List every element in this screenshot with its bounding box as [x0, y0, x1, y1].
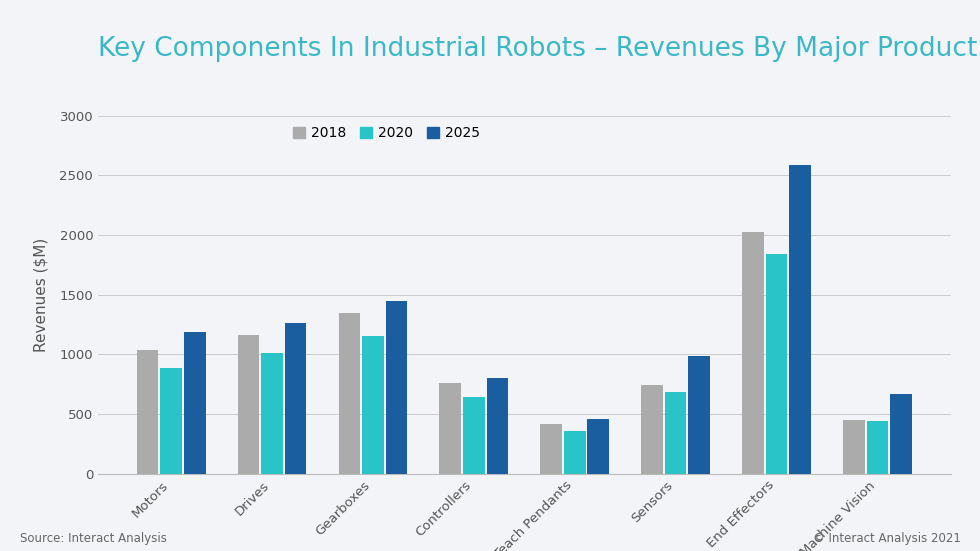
Bar — [486, 379, 509, 474]
Bar — [161, 368, 182, 474]
Bar — [890, 395, 911, 474]
Bar — [742, 231, 763, 474]
Bar — [765, 254, 787, 474]
Bar — [285, 323, 307, 474]
Legend: 2018, 2020, 2025: 2018, 2020, 2025 — [292, 126, 480, 141]
Bar — [137, 350, 159, 474]
Bar — [789, 165, 810, 474]
Bar — [664, 392, 686, 474]
Bar — [439, 383, 462, 474]
Bar — [843, 419, 864, 474]
Text: Key Components In Industrial Robots – Revenues By Major Product: Key Components In Industrial Robots – Re… — [98, 36, 977, 62]
Bar — [338, 313, 361, 474]
Bar — [386, 301, 408, 474]
Bar — [262, 353, 283, 474]
Bar — [238, 335, 260, 474]
Bar — [866, 422, 888, 474]
Y-axis label: Revenues ($M): Revenues ($M) — [33, 237, 48, 352]
Text: © Interact Analysis 2021: © Interact Analysis 2021 — [812, 532, 960, 545]
Bar — [564, 431, 586, 474]
Bar — [363, 336, 384, 474]
Bar — [463, 397, 485, 474]
Text: Source: Interact Analysis: Source: Interact Analysis — [20, 532, 167, 545]
Bar — [641, 385, 662, 474]
Bar — [587, 419, 610, 474]
Bar — [688, 356, 710, 474]
Bar — [540, 424, 563, 474]
Bar — [184, 332, 206, 474]
